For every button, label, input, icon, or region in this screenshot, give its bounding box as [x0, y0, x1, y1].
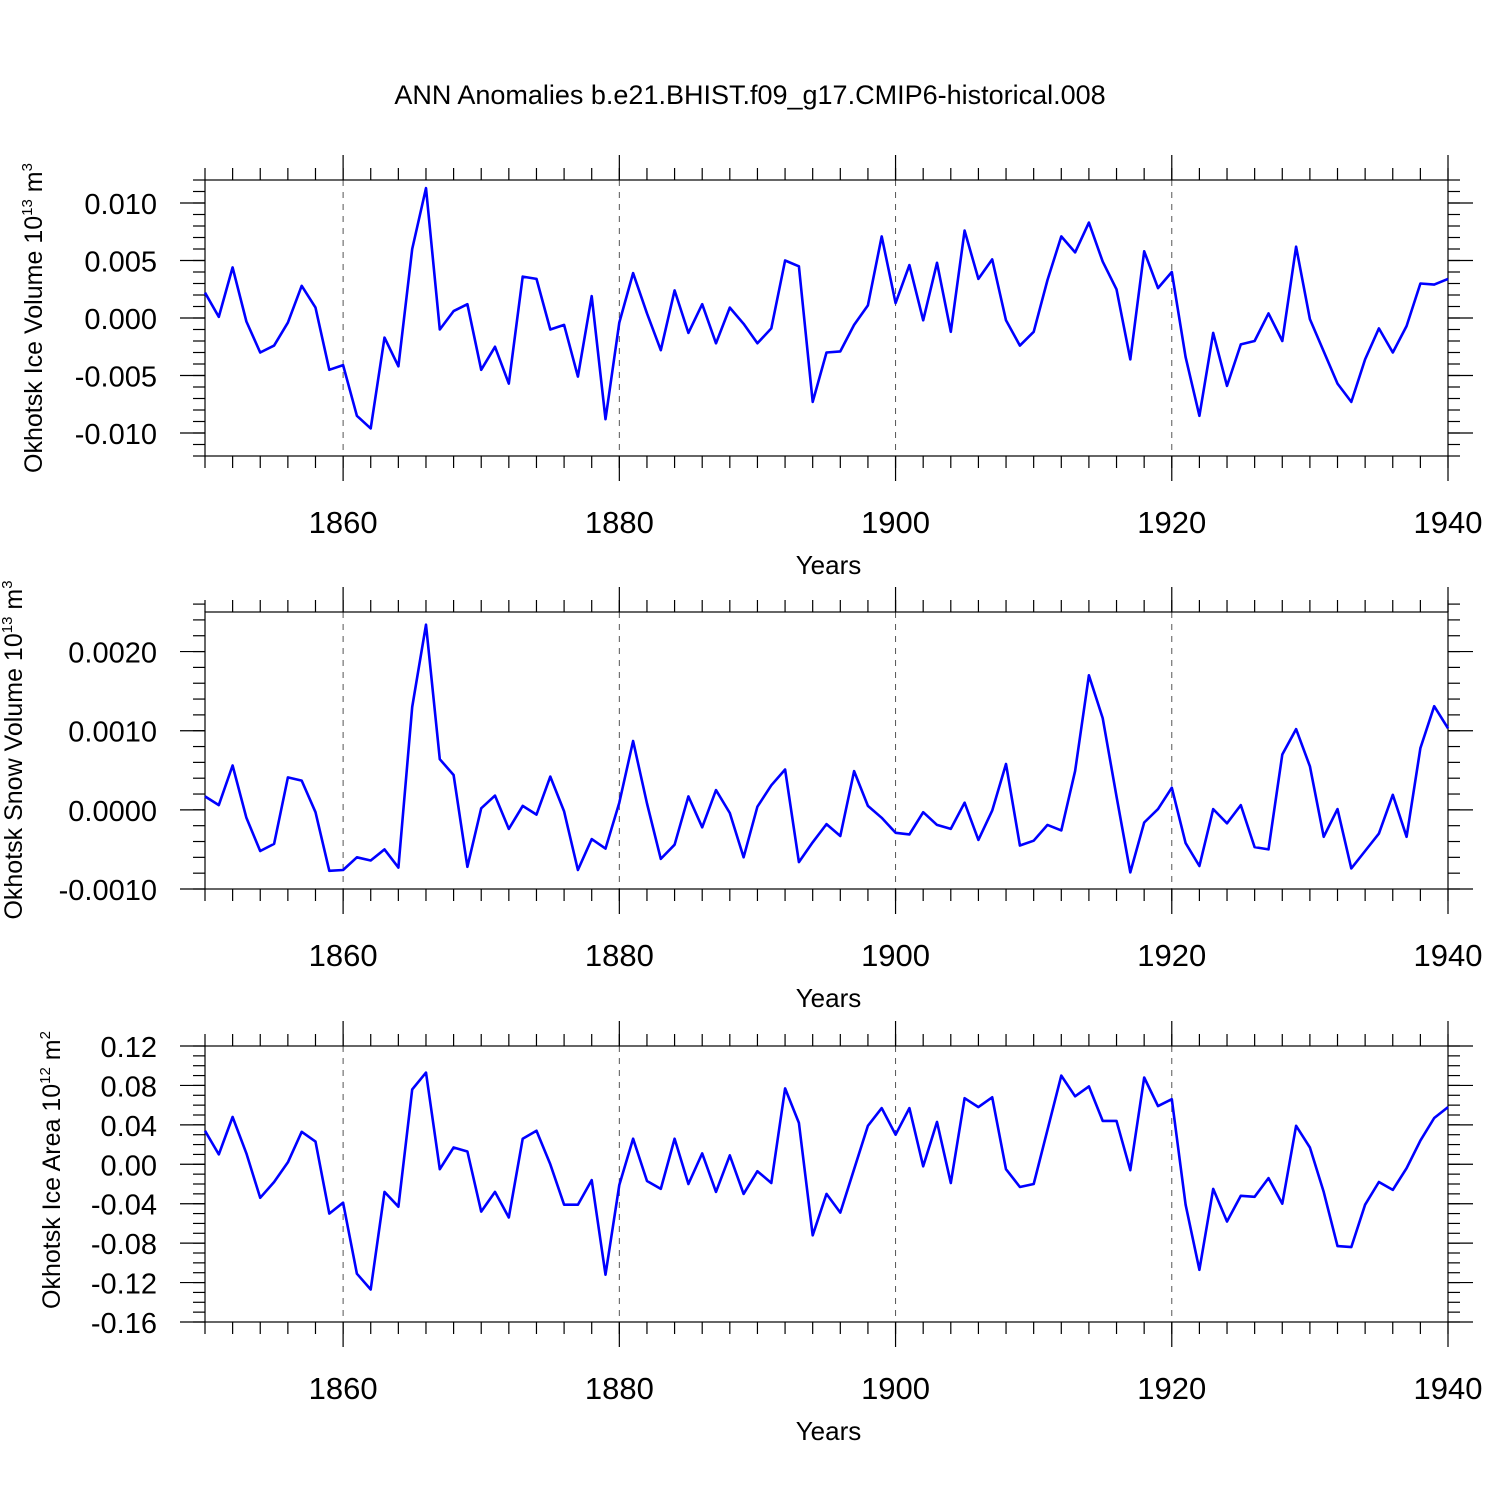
y-tick-label: -0.0010 [59, 875, 157, 907]
x-tick-label: 1880 [585, 505, 654, 540]
x-tick-label: 1860 [309, 1371, 378, 1406]
series-line [203, 1071, 1449, 1291]
x-tick-label: 1860 [309, 505, 378, 540]
y-tick-label: -0.12 [91, 1269, 157, 1301]
y-tick-label: -0.04 [91, 1190, 157, 1222]
y-tick-label: 0.010 [84, 189, 157, 221]
x-tick-label: 1880 [585, 1371, 654, 1406]
y-tick-label: 0.04 [101, 1111, 157, 1143]
x-tick-label: 1900 [861, 938, 930, 973]
x-tick-label: 1860 [309, 938, 378, 973]
y-tick-label: -0.005 [75, 362, 157, 394]
y-axis-label: Okhotsk Ice Area 1012 m2 [37, 1031, 66, 1309]
x-tick-label: 1940 [1414, 938, 1483, 973]
x-tick-label: 1940 [1414, 1371, 1483, 1406]
x-tick-label: 1880 [585, 938, 654, 973]
y-tick-label: -0.010 [75, 419, 157, 451]
x-tick-label: 1920 [1137, 938, 1206, 973]
plot-frame [204, 179, 1449, 457]
x-axis-label: Years [796, 1416, 862, 1446]
y-tick-label: 0.000 [84, 304, 157, 336]
y-tick-label: 0.0000 [68, 796, 157, 828]
ice-volume-panel: 1860 1880 1900 1920 1940 -0.010 -0.005 0.000 0.0… [19, 155, 1482, 580]
snow-volume-panel: 1860 1880 1900 1920 1940 -0.0010 0.0000 0.0010 0… [0, 580, 1482, 1013]
x-tick-label: 1920 [1137, 505, 1206, 540]
y-axis-label: Okhotsk Snow Volume 1013 m3 [0, 580, 28, 919]
x-axis-label: Years [796, 550, 862, 580]
y-tick-label: 0.08 [101, 1071, 157, 1103]
x-axis-label: Years [796, 983, 862, 1013]
y-tick-label: 0.0020 [68, 638, 157, 670]
y-tick-label: -0.08 [91, 1229, 157, 1261]
y-tick-label: 0.0010 [68, 717, 157, 749]
y-tick-label: -0.16 [91, 1308, 157, 1340]
y-tick-label: 0.005 [84, 247, 157, 279]
figure-title: ANN Anomalies b.e21.BHIST.f09_g17.CMIP6-… [394, 80, 1105, 110]
x-tick-label: 1920 [1137, 1371, 1206, 1406]
plot-frame [204, 1045, 1449, 1323]
y-tick-label: 0.12 [101, 1032, 157, 1064]
plot-frame [204, 611, 1449, 890]
series-line [203, 186, 1449, 430]
y-axis-label: Okhotsk Ice Volume 1013 m3 [19, 163, 48, 473]
x-tick-label: 1900 [861, 505, 930, 540]
series-line [204, 623, 1450, 874]
x-tick-label: 1900 [861, 1371, 930, 1406]
ice-area-panel: 1860 1880 1900 1920 1940 -0.16 -0.12 -0.08 -0.04… [37, 1021, 1482, 1446]
y-tick-label: 0.00 [101, 1150, 157, 1182]
x-tick-label: 1940 [1414, 505, 1483, 540]
